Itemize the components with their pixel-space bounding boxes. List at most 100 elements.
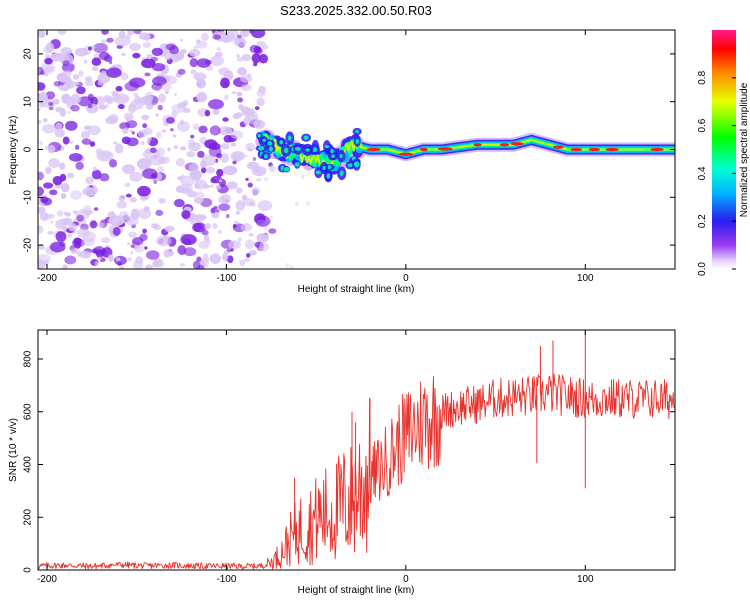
noise-blob	[115, 85, 123, 92]
noise-blob	[238, 104, 244, 110]
noise-blob	[203, 234, 210, 242]
noise-blob	[212, 34, 221, 40]
noise-blob	[175, 158, 186, 167]
noise-blob	[264, 225, 269, 231]
noise-blob	[235, 200, 246, 211]
noise-blob	[106, 37, 114, 43]
noise-blob	[179, 183, 193, 193]
spectrogram-y-label: Frequency (Hz)	[8, 116, 19, 185]
colorbar-tick-label: 0.6	[697, 118, 708, 132]
noise-blob	[124, 182, 131, 188]
noise-blob	[91, 66, 99, 71]
noise-blob	[70, 104, 80, 112]
noise-blob	[41, 124, 56, 134]
noise-blob	[150, 147, 157, 154]
track-peak	[588, 147, 601, 152]
noise-blob	[193, 191, 205, 200]
noise-blob	[251, 53, 261, 64]
noise-blob	[108, 257, 113, 262]
colorbar-tick-label: 0.0	[697, 262, 708, 276]
noise-blob	[54, 128, 66, 138]
noise-blob	[45, 42, 55, 53]
noise-blob	[254, 47, 263, 55]
snr-x-tick-label: -200	[37, 574, 57, 585]
noise-blob	[258, 53, 268, 64]
track-peak	[510, 142, 524, 146]
colorbar-gradient	[712, 30, 736, 269]
noise-blob	[227, 255, 234, 264]
track-lobe	[355, 129, 359, 134]
noise-blob	[151, 82, 163, 91]
noise-blob	[127, 242, 131, 246]
noise-blob	[179, 119, 185, 125]
noise-blob	[130, 208, 140, 220]
noise-blob	[113, 93, 130, 105]
noise-blob	[38, 253, 51, 264]
noise-blob	[173, 144, 178, 150]
noise-blob	[87, 125, 101, 136]
noise-blob	[151, 47, 163, 57]
track-peak	[650, 147, 664, 152]
snr-y-axis: 0 200 400 600 800	[23, 350, 675, 573]
noise-blob	[84, 80, 94, 87]
noise-blob	[240, 84, 252, 92]
noise-blob	[162, 83, 172, 91]
spectrogram-y-tick-label: -10	[23, 190, 34, 205]
noise-blob	[150, 56, 159, 62]
noise-blob	[117, 262, 122, 266]
noise-blob	[248, 233, 254, 237]
noise-blob	[125, 193, 132, 198]
noise-blob	[122, 164, 136, 174]
noise-blob	[245, 177, 249, 181]
noise-blob	[127, 103, 137, 114]
spectrogram-x-tick-label: 0	[403, 273, 409, 284]
noise-blob	[70, 190, 83, 200]
noise-blob	[65, 95, 70, 99]
noise-blob	[232, 37, 248, 47]
noise-blob	[62, 264, 68, 269]
noise-blob	[116, 200, 128, 209]
noise-blob	[183, 247, 197, 257]
noise-blob	[164, 225, 175, 233]
noise-blob	[251, 30, 266, 39]
noise-blob	[75, 161, 84, 171]
noise-blob	[56, 72, 68, 82]
noise-blob	[129, 42, 142, 51]
noise-blob	[142, 228, 147, 234]
noise-blob	[196, 40, 208, 49]
noise-blob	[196, 256, 202, 262]
noise-blob	[197, 264, 205, 269]
noise-blob	[120, 72, 129, 81]
noise-blob	[50, 220, 54, 224]
noise-blob	[101, 237, 111, 244]
track-lobe	[326, 172, 331, 179]
snr-panel: -200 -100 0 100 0 200 400 600 800 Height of str…	[8, 329, 676, 596]
spectrogram-x-tick-label: -100	[216, 273, 236, 284]
noise-blob	[38, 30, 46, 38]
noise-blob	[241, 30, 249, 34]
noise-blob	[38, 92, 48, 103]
noise-blob	[246, 161, 260, 170]
noise-blob	[189, 49, 201, 57]
noise-blob	[65, 80, 77, 88]
noise-blob	[44, 53, 49, 59]
noise-blob	[82, 187, 97, 197]
colorbar-tick-label: 0.8	[697, 70, 708, 84]
noise-blob	[73, 237, 82, 245]
noise-blob	[315, 273, 319, 278]
noise-blob	[96, 150, 114, 162]
noise-blob	[105, 104, 109, 108]
noise-blob	[98, 256, 102, 260]
track-lobe	[267, 141, 273, 147]
track-lobe	[258, 146, 265, 151]
track-lobe	[355, 139, 359, 144]
noise-blob	[193, 197, 204, 204]
noise-blob	[48, 106, 54, 111]
noise-blob	[269, 215, 274, 221]
noise-blob	[204, 223, 211, 230]
noise-blob	[182, 107, 191, 114]
noise-blob	[48, 158, 60, 169]
noise-blob	[45, 66, 54, 73]
noise-blob	[234, 220, 239, 225]
